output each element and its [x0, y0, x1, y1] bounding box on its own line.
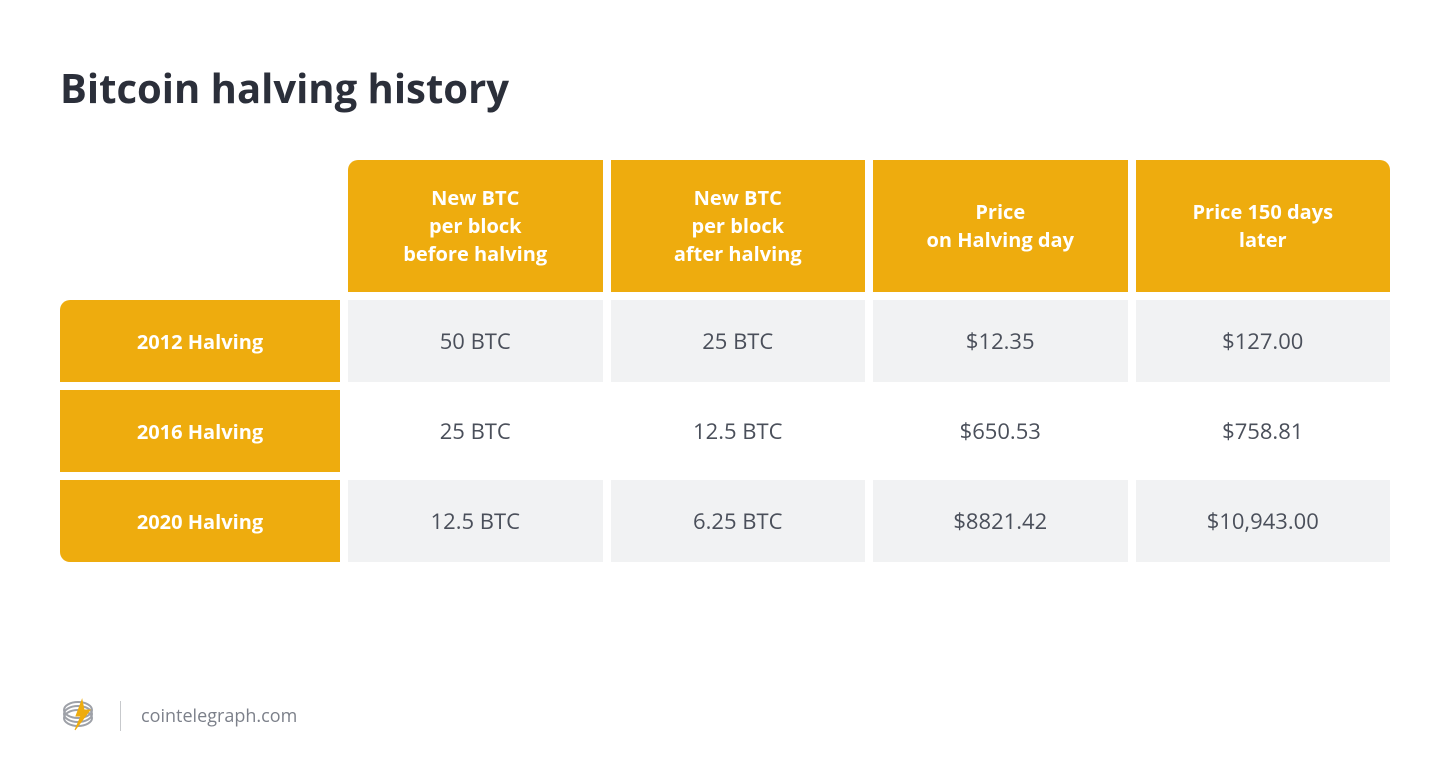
footer-source: cointelegraph.com — [141, 704, 297, 728]
table-cell: 25 BTC — [611, 300, 866, 382]
row-header-2020: 2020 Halving — [60, 480, 340, 562]
table-cell: 25 BTC — [348, 390, 603, 472]
col-header-after: New BTCper blockafter halving — [611, 160, 866, 292]
table-cell: $650.53 — [873, 390, 1128, 472]
halving-table: New BTCper blockbefore halving New BTCpe… — [60, 160, 1390, 562]
table-cell: 6.25 BTC — [611, 480, 866, 562]
page-title: Bitcoin halving history — [60, 60, 1390, 115]
col-header-price-150: Price 150 dayslater — [1136, 160, 1391, 292]
table-cell: $12.35 — [873, 300, 1128, 382]
footer-divider — [120, 701, 121, 731]
col-header-before: New BTCper blockbefore halving — [348, 160, 603, 292]
cointelegraph-logo-icon — [60, 698, 100, 734]
table-cell: 50 BTC — [348, 300, 603, 382]
footer: cointelegraph.com — [60, 698, 297, 734]
table-corner — [60, 160, 340, 292]
row-header-2012: 2012 Halving — [60, 300, 340, 382]
table-cell: $10,943.00 — [1136, 480, 1391, 562]
table-cell: 12.5 BTC — [348, 480, 603, 562]
table-cell: 12.5 BTC — [611, 390, 866, 472]
table-cell: $127.00 — [1136, 300, 1391, 382]
table-cell: $758.81 — [1136, 390, 1391, 472]
table-cell: $8821.42 — [873, 480, 1128, 562]
row-header-2016: 2016 Halving — [60, 390, 340, 472]
col-header-price-day: Priceon Halving day — [873, 160, 1128, 292]
